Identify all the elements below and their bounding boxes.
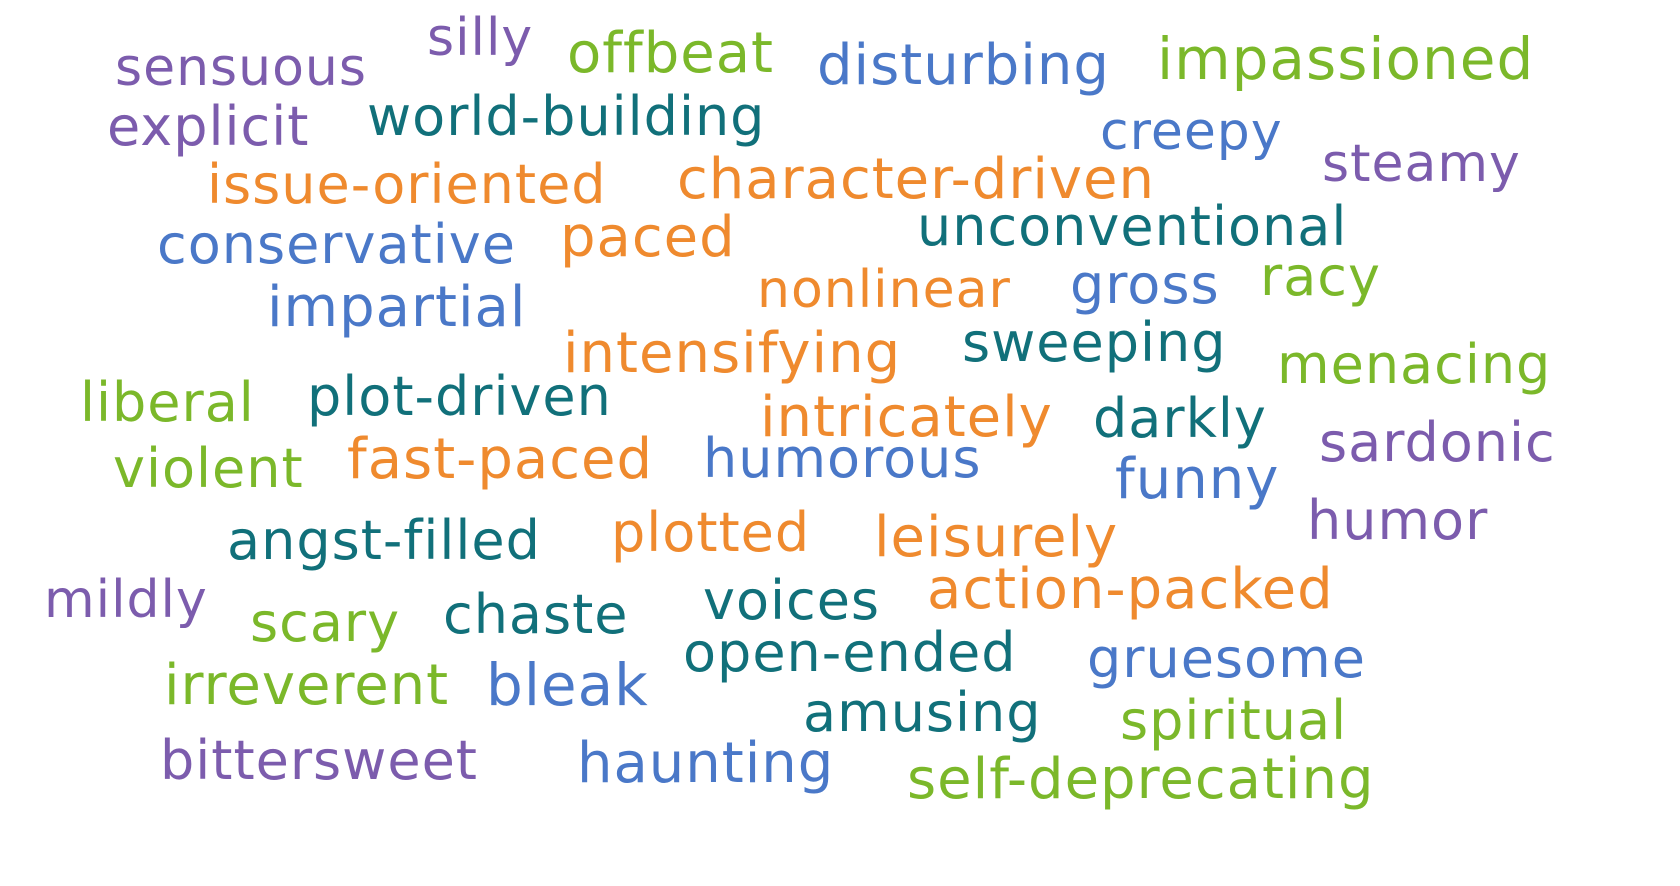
word-plotted: plotted <box>611 501 811 564</box>
word-gross: gross <box>1070 253 1220 316</box>
word-impartial: impartial <box>267 275 527 340</box>
word-action-packed: action-packed <box>927 557 1334 622</box>
word-liberal: liberal <box>80 371 255 434</box>
word-menacing: menacing <box>1277 333 1552 396</box>
word-gruesome: gruesome <box>1087 627 1366 690</box>
word-spiritual: spiritual <box>1120 689 1348 752</box>
word-disturbing: disturbing <box>817 33 1110 98</box>
word-voices: voices <box>703 569 881 632</box>
word-nonlinear: nonlinear <box>757 260 1011 320</box>
word-irreverent: irreverent <box>164 653 450 718</box>
word-creepy: creepy <box>1100 102 1283 162</box>
word-silly: silly <box>427 8 534 68</box>
word-issue-oriented: issue-oriented <box>207 153 607 216</box>
word-impassioned: impassioned <box>1157 25 1535 93</box>
word-humor: humor <box>1307 489 1489 552</box>
word-intricately: intricately <box>760 385 1053 450</box>
word-world-building: world-building <box>367 85 766 148</box>
word-bittersweet: bittersweet <box>160 729 478 792</box>
word-haunting: haunting <box>577 731 835 796</box>
word-bleak: bleak <box>486 651 649 719</box>
word-scary: scary <box>250 591 401 654</box>
word-funny: funny <box>1115 447 1280 512</box>
word-mildly: mildly <box>44 570 208 630</box>
word-violent: violent <box>113 437 304 500</box>
word-fast-paced: fast-paced <box>347 427 654 492</box>
word-offbeat: offbeat <box>567 21 774 86</box>
word-humorous: humorous <box>703 427 982 490</box>
word-open-ended: open-ended <box>683 621 1017 684</box>
word-darkly: darkly <box>1093 387 1267 450</box>
word-unconventional: unconventional <box>917 195 1348 258</box>
word-angst-filled: angst-filled <box>227 509 541 572</box>
word-self-deprecating: self-deprecating <box>907 747 1375 812</box>
word-paced: paced <box>560 205 736 270</box>
word-conservative: conservative <box>157 213 516 276</box>
word-chaste: chaste <box>443 583 629 646</box>
word-leisurely: leisurely <box>874 505 1119 570</box>
word-sensuous: sensuous <box>115 38 367 98</box>
word-intensifying: intensifying <box>563 321 902 386</box>
word-sweeping: sweeping <box>962 311 1227 374</box>
word-racy: racy <box>1260 245 1381 308</box>
word-plot-driven: plot-driven <box>307 365 612 428</box>
word-steamy: steamy <box>1322 134 1521 194</box>
word-sardonic: sardonic <box>1319 411 1556 474</box>
word-amusing: amusing <box>803 681 1042 744</box>
word-character-driven: character-driven <box>677 147 1155 212</box>
word-explicit: explicit <box>107 95 310 158</box>
